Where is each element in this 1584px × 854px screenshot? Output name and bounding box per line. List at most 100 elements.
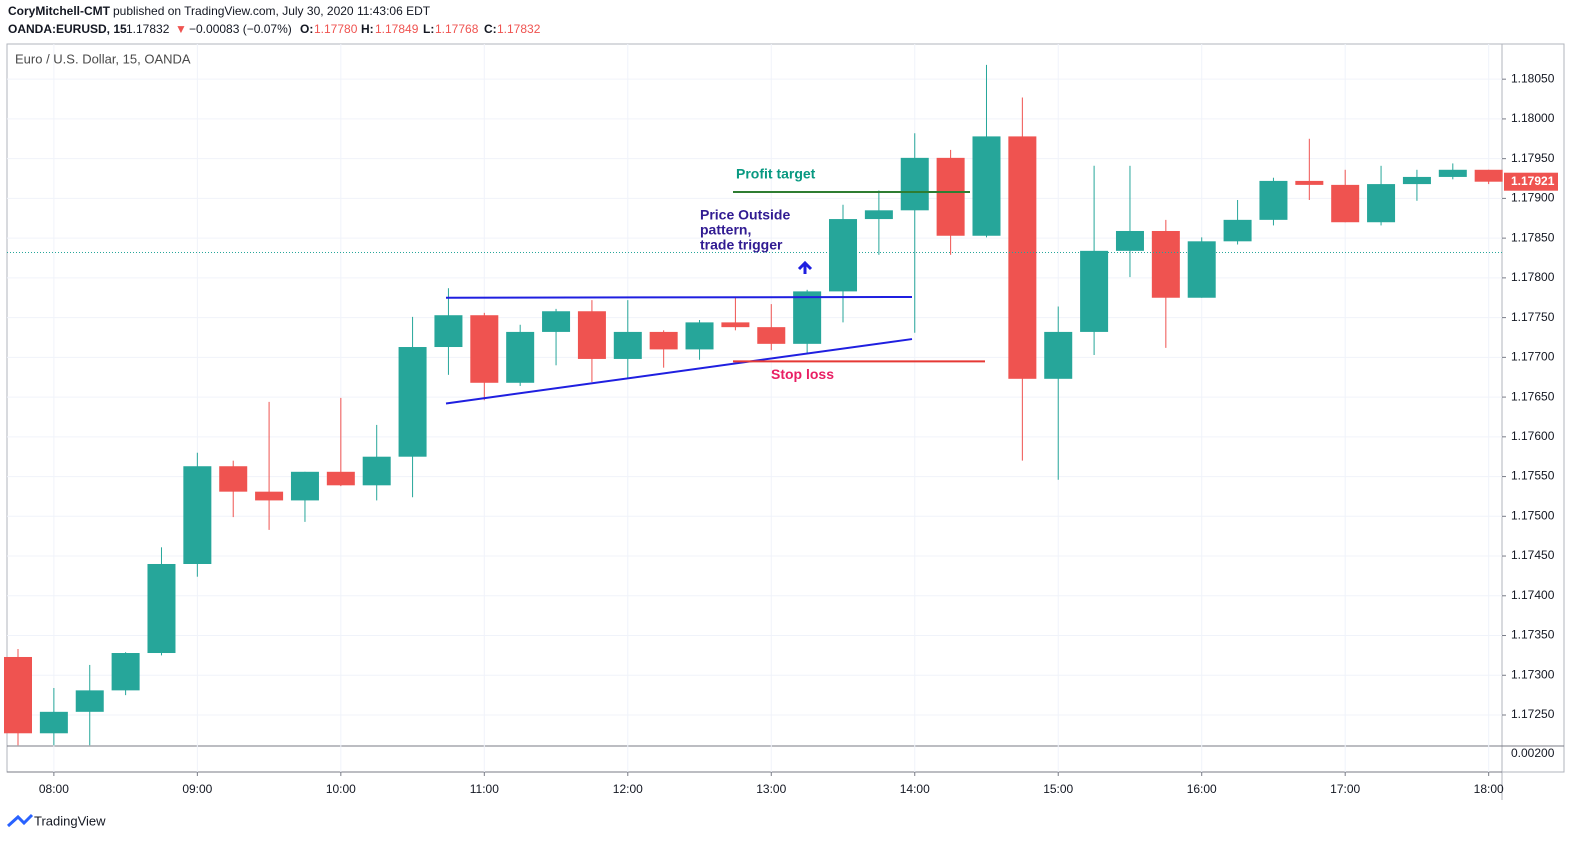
c-label: C:: [484, 22, 497, 36]
candle-body: [829, 219, 858, 292]
pane-title: Euro / U.S. Dollar, 15, OANDA: [15, 51, 191, 66]
candle-body: [721, 322, 750, 328]
o-label: O:: [300, 22, 313, 36]
x-tick-label: 11:00: [470, 782, 499, 796]
y-tick-label: 1.18000: [1511, 111, 1555, 125]
y-tick-label: 1.17600: [1511, 429, 1555, 443]
candle-body: [1474, 169, 1503, 182]
y-tick-label: 1.17450: [1511, 548, 1555, 562]
symbol: OANDA:EURUSD, 15: [8, 22, 127, 36]
candle-body: [39, 711, 68, 734]
y-tick-label: 1.17550: [1511, 469, 1555, 483]
y-tick-label: 1.17750: [1511, 310, 1555, 324]
candle-body: [793, 291, 822, 344]
x-tick-label: 16:00: [1187, 782, 1217, 796]
publisher: CoryMitchell-CMT: [8, 4, 111, 18]
last: 1.17832: [126, 22, 170, 36]
published: published on TradingView.com, July 30, 2…: [113, 4, 431, 18]
y-tick-label: 1.17400: [1511, 588, 1555, 602]
candle-body: [4, 656, 32, 734]
h-label: H:: [361, 22, 374, 36]
candle-body: [972, 136, 1001, 236]
candle-body: [1187, 241, 1216, 298]
candle-body: [1044, 331, 1073, 379]
change: −0.00083 (−0.07%): [189, 22, 292, 36]
frame: [6, 43, 1565, 773]
brand: TradingView: [34, 813, 106, 828]
logo-mark: [6, 813, 34, 828]
x-tick-label: 14:00: [900, 782, 930, 796]
candle-body: [1402, 176, 1431, 185]
y-tick-label: 1.17700: [1511, 350, 1555, 364]
l-label: L:: [423, 22, 434, 36]
trigger-label: pattern,: [700, 222, 751, 238]
candle-body: [1367, 184, 1396, 223]
y-tick-label: 1.17800: [1511, 270, 1555, 284]
candle-body: [1151, 230, 1180, 298]
trendline: [445, 338, 913, 405]
last-price-label: 1.17921: [1511, 174, 1555, 188]
grid: [7, 44, 1502, 772]
candle-body: [900, 157, 929, 211]
x-tick-label: 13:00: [756, 782, 786, 796]
y-tick-label: 1.17950: [1511, 151, 1555, 165]
trigger-label: trade trigger: [700, 237, 783, 253]
candle-body: [290, 471, 319, 501]
candle-body: [757, 327, 786, 344]
candle-body: [1080, 250, 1109, 332]
stop-loss-label: Stop loss: [771, 366, 834, 382]
x-tick-label: 08:00: [39, 782, 69, 796]
arrow: ▼: [175, 22, 187, 36]
y-tick-label: 1.17350: [1511, 628, 1555, 642]
candle-body: [111, 653, 140, 691]
y-tick-label: 1.17850: [1511, 230, 1555, 244]
o: 1.17780: [314, 22, 358, 36]
candle-body: [434, 315, 463, 348]
candle-body: [864, 210, 893, 220]
candle-body: [75, 690, 104, 712]
candle-body: [649, 331, 678, 350]
marks: [4, 64, 1503, 746]
candle-body: [1259, 180, 1288, 220]
candle-body: [326, 471, 355, 486]
candle-body: [219, 466, 248, 492]
candle-body: [183, 466, 212, 564]
candle-body: [1115, 230, 1144, 251]
candle-body: [936, 157, 965, 236]
y-tick-label: 1.17500: [1511, 508, 1555, 522]
candle-body: [362, 456, 391, 486]
candle-body: [1438, 169, 1467, 177]
y-tick-label: 1.17900: [1511, 191, 1555, 205]
candle-body: [506, 331, 535, 383]
x-tick-label: 18:00: [1474, 782, 1504, 796]
l: 1.17768: [435, 22, 479, 36]
candle-body: [613, 331, 642, 359]
x-tick-label: 15:00: [1043, 782, 1073, 796]
trendline: [445, 295, 913, 299]
c: 1.17832: [497, 22, 541, 36]
y-tick-label: 1.18050: [1511, 71, 1555, 85]
y-tick-label: 1.17300: [1511, 667, 1555, 681]
candle-body: [1223, 219, 1252, 242]
candle-body: [1008, 136, 1037, 379]
x-tick-label: 10:00: [326, 782, 356, 796]
last-price-box: [1504, 172, 1558, 191]
candle-body: [398, 347, 427, 457]
candle-body: [1295, 180, 1324, 185]
logo: [6, 813, 34, 828]
candle-body: [147, 563, 176, 654]
profit-target-label: Profit target: [736, 166, 816, 182]
candle-body: [577, 311, 606, 359]
trigger-arrow: [797, 260, 813, 274]
lower-pane-tick-label: 0.00200: [1511, 746, 1555, 760]
y-tick-label: 1.17650: [1511, 389, 1555, 403]
x-tick-label: 09:00: [182, 782, 212, 796]
candle-body: [470, 315, 499, 383]
x-tick-label: 12:00: [613, 782, 643, 796]
candle-body: [1331, 184, 1360, 223]
trigger-label: Price Outside: [700, 207, 790, 223]
h: 1.17849: [375, 22, 419, 36]
candle-body: [542, 311, 571, 332]
